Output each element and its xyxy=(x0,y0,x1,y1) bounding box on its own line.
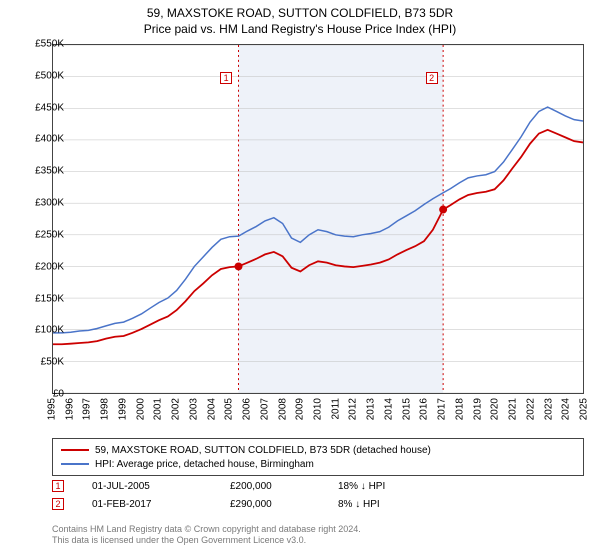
x-tick-label: 2020 xyxy=(490,398,501,420)
legend-swatch-hpi xyxy=(61,463,89,465)
x-tick-label: 1996 xyxy=(64,398,75,420)
x-tick-label: 2011 xyxy=(330,398,341,420)
title-line1: 59, MAXSTOKE ROAD, SUTTON COLDFIELD, B73… xyxy=(0,6,600,20)
x-tick-label: 2002 xyxy=(171,398,182,420)
x-tick-label: 2014 xyxy=(383,398,394,420)
x-tick-label: 2003 xyxy=(188,398,199,420)
legend-row: 59, MAXSTOKE ROAD, SUTTON COLDFIELD, B73… xyxy=(61,443,575,457)
y-tick-label: £550K xyxy=(16,39,64,50)
y-tick-label: £150K xyxy=(16,293,64,304)
x-tick-label: 2009 xyxy=(295,398,306,420)
chart-title-block: 59, MAXSTOKE ROAD, SUTTON COLDFIELD, B73… xyxy=(0,0,600,36)
legend-label-hpi: HPI: Average price, detached house, Birm… xyxy=(95,459,314,470)
x-tick-label: 2007 xyxy=(259,398,270,420)
transaction-marker-2: 2 xyxy=(52,498,64,510)
title-line2: Price paid vs. HM Land Registry's House … xyxy=(0,22,600,36)
x-tick-label: 2024 xyxy=(561,398,572,420)
x-tick-label: 1997 xyxy=(82,398,93,420)
x-tick-label: 2012 xyxy=(348,398,359,420)
transaction-row: 1 01-JUL-2005 £200,000 18% ↓ HPI xyxy=(52,480,428,492)
y-tick-label: £450K xyxy=(16,102,64,113)
x-tick-label: 2022 xyxy=(525,398,536,420)
chart-plot-area xyxy=(52,44,584,394)
legend-label-property: 59, MAXSTOKE ROAD, SUTTON COLDFIELD, B73… xyxy=(95,445,431,456)
x-tick-label: 2021 xyxy=(508,398,519,420)
x-tick-label: 2023 xyxy=(543,398,554,420)
footer-line1: Contains HM Land Registry data © Crown c… xyxy=(52,524,361,535)
x-tick-label: 1995 xyxy=(47,398,58,420)
x-tick-label: 2015 xyxy=(401,398,412,420)
chart-marker-label-2: 2 xyxy=(426,72,438,84)
y-tick-label: £200K xyxy=(16,261,64,272)
y-tick-label: £400K xyxy=(16,134,64,145)
x-tick-label: 2008 xyxy=(277,398,288,420)
x-tick-label: 2000 xyxy=(135,398,146,420)
transaction-table: 1 01-JUL-2005 £200,000 18% ↓ HPI 2 01-FE… xyxy=(52,480,428,516)
x-tick-label: 2017 xyxy=(437,398,448,420)
x-tick-label: 2005 xyxy=(224,398,235,420)
x-tick-label: 1999 xyxy=(117,398,128,420)
transaction-date: 01-JUL-2005 xyxy=(92,481,202,492)
chart-svg xyxy=(53,45,583,393)
legend-row: HPI: Average price, detached house, Birm… xyxy=(61,457,575,471)
legend: 59, MAXSTOKE ROAD, SUTTON COLDFIELD, B73… xyxy=(52,438,584,476)
x-tick-label: 2010 xyxy=(313,398,324,420)
x-tick-label: 2006 xyxy=(242,398,253,420)
y-tick-label: £100K xyxy=(16,325,64,336)
transaction-price: £290,000 xyxy=(230,499,310,510)
legend-swatch-property xyxy=(61,449,89,451)
x-tick-label: 2001 xyxy=(153,398,164,420)
y-tick-label: £50K xyxy=(16,357,64,368)
chart-marker-label-1: 1 xyxy=(220,72,232,84)
x-tick-label: 2013 xyxy=(366,398,377,420)
x-tick-label: 2025 xyxy=(579,398,590,420)
transaction-marker-1: 1 xyxy=(52,480,64,492)
y-tick-label: £350K xyxy=(16,166,64,177)
x-tick-label: 2016 xyxy=(419,398,430,420)
x-tick-label: 2004 xyxy=(206,398,217,420)
transaction-date: 01-FEB-2017 xyxy=(92,499,202,510)
x-tick-label: 1998 xyxy=(100,398,111,420)
x-tick-label: 2019 xyxy=(472,398,483,420)
x-tick-label: 2018 xyxy=(454,398,465,420)
footer-attribution: Contains HM Land Registry data © Crown c… xyxy=(52,524,361,547)
y-tick-label: £500K xyxy=(16,70,64,81)
y-tick-label: £300K xyxy=(16,198,64,209)
footer-line2: This data is licensed under the Open Gov… xyxy=(52,535,361,546)
y-tick-label: £250K xyxy=(16,229,64,240)
transaction-row: 2 01-FEB-2017 £290,000 8% ↓ HPI xyxy=(52,498,428,510)
transaction-price: £200,000 xyxy=(230,481,310,492)
transaction-delta: 8% ↓ HPI xyxy=(338,499,428,510)
transaction-delta: 18% ↓ HPI xyxy=(338,481,428,492)
